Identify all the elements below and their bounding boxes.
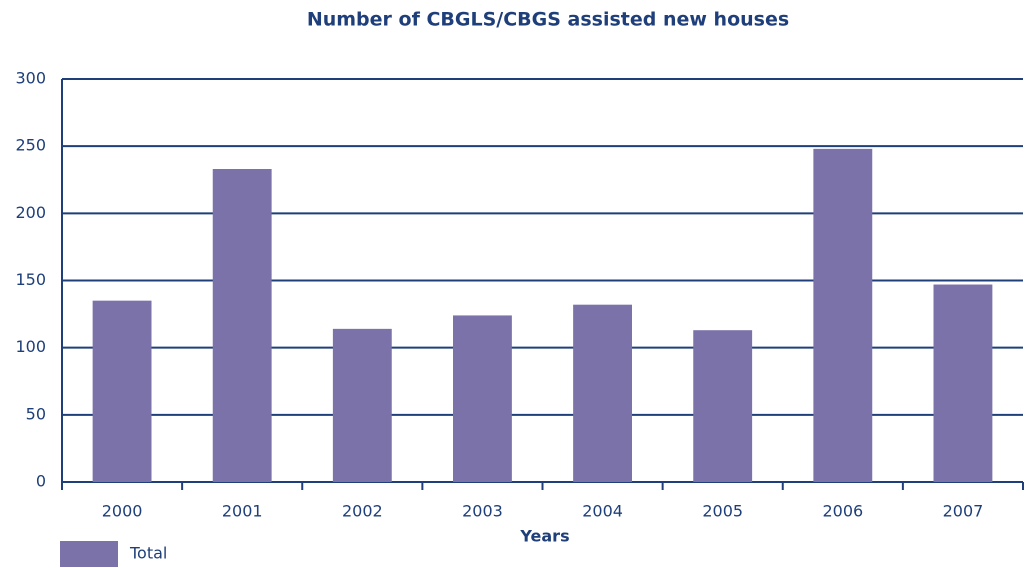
bar [332, 328, 392, 482]
x-tick-label: 2002 [342, 502, 383, 521]
y-tick-label: 100 [15, 337, 46, 356]
x-tick-label: 2007 [943, 502, 984, 521]
bar [92, 300, 152, 482]
y-tick-label: 200 [15, 203, 46, 222]
legend-swatch [60, 541, 118, 567]
x-tick-label: 2006 [822, 502, 863, 521]
chart-title: Number of CBGLS/CBGS assisted new houses [307, 9, 789, 31]
bar [573, 304, 632, 482]
y-tick-label: 0 [36, 472, 46, 491]
y-tick-label: 50 [26, 404, 46, 423]
bar [453, 315, 512, 482]
x-tick-label: 2001 [222, 502, 263, 521]
bar [212, 169, 272, 482]
y-tick-label: 250 [15, 136, 46, 155]
legend-label: Total [129, 544, 167, 563]
y-tick-label: 300 [15, 69, 46, 88]
bar [933, 284, 993, 482]
x-tick-label: 2000 [102, 502, 143, 521]
x-tick-label: 2005 [702, 502, 743, 521]
x-tick-label: 2003 [462, 502, 503, 521]
x-tick-label: 2004 [582, 502, 623, 521]
x-axis-label: Years [519, 527, 569, 546]
y-tick-label: 150 [15, 270, 46, 289]
bar [693, 330, 753, 482]
bar [813, 148, 873, 482]
